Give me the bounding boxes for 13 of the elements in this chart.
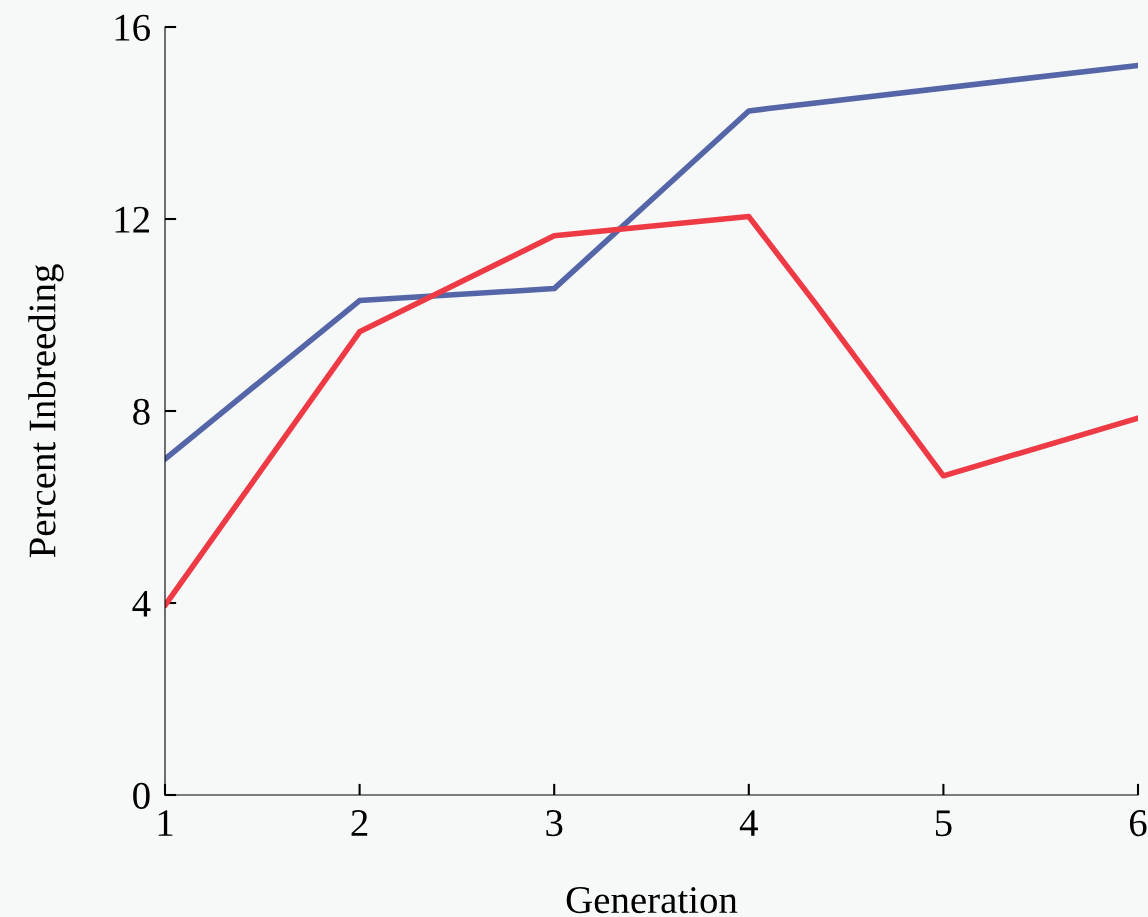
x-tick-label: 5 — [935, 810, 952, 837]
x-tick-label: 2 — [351, 810, 368, 836]
y-tick-label: 16 — [115, 14, 150, 41]
x-tick-label: 3 — [546, 810, 563, 837]
x-tick-label: 4 — [739, 810, 758, 836]
x-tick-label: 1 — [158, 810, 173, 836]
y-tick-label: 8 — [133, 398, 150, 425]
y-tick-label: 12 — [115, 206, 149, 233]
x-axis-title: Generation — [566, 887, 738, 914]
y-axis-title: Percent Inbreeding — [28, 264, 64, 558]
y-tick-label: 4 — [132, 590, 151, 617]
y-tick-label: 0 — [133, 782, 150, 809]
x-tick-label: 6 — [1129, 810, 1147, 837]
